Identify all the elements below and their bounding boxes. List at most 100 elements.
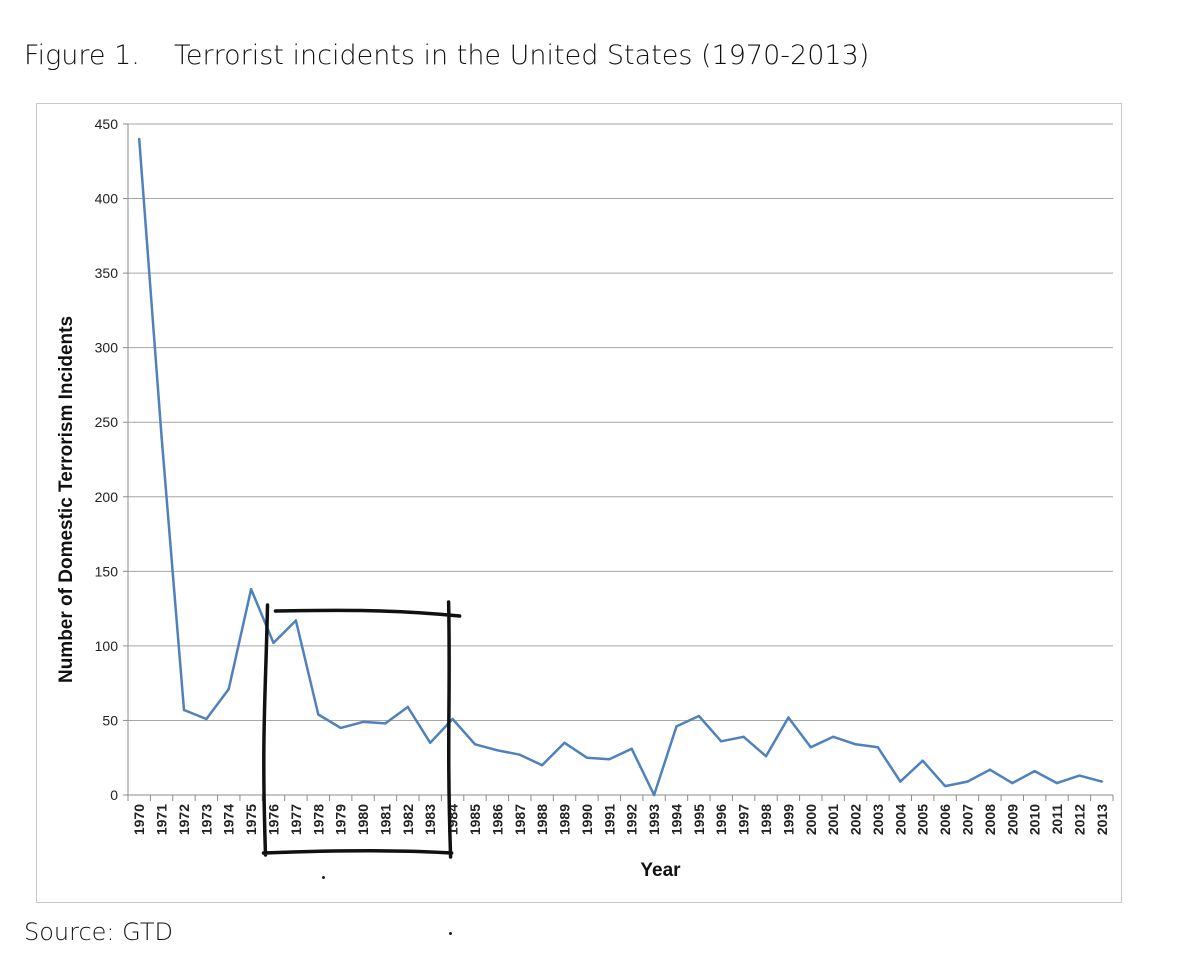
- data-point: [854, 743, 857, 746]
- x-tick-label: 2012: [1071, 804, 1087, 835]
- x-tick-label: 1983: [422, 804, 438, 835]
- data-point: [787, 716, 790, 719]
- x-tick-label: 1972: [176, 804, 192, 835]
- x-tick-label: 1985: [467, 804, 483, 835]
- x-tick-label: 1974: [221, 804, 237, 835]
- data-point: [384, 722, 387, 725]
- x-tick-label: 2009: [1004, 804, 1020, 835]
- data-point: [876, 746, 880, 749]
- data-point: [809, 746, 812, 749]
- x-tick-label: 1982: [400, 804, 416, 835]
- data-point: [227, 687, 230, 691]
- x-tick-label: 1977: [288, 804, 304, 835]
- data-point: [899, 780, 902, 783]
- x-tick-label: 2002: [848, 804, 864, 835]
- data-point: [294, 619, 298, 622]
- data-point: [585, 756, 589, 759]
- data-point: [451, 717, 454, 721]
- data-point: [137, 137, 141, 141]
- x-tick-label: 2010: [1027, 804, 1043, 835]
- data-point: [317, 713, 320, 716]
- figure-number: Figure 1.: [24, 40, 140, 71]
- x-tick-label: 2006: [937, 804, 953, 835]
- y-axis-title: Number of Domestic Terrorism Incidents: [56, 316, 77, 683]
- data-point: [429, 741, 432, 745]
- y-tick-label: 400: [95, 191, 119, 207]
- x-tick-label: 2000: [803, 804, 819, 835]
- line-chart: 0 50 100 150 200 250 300 350 400 450 1970 1971 1972 1…: [56, 116, 1114, 881]
- figure-title: Terrorist incidents in the United States…: [174, 40, 870, 71]
- data-point: [1011, 781, 1014, 785]
- data-point: [182, 708, 186, 712]
- data-point: [1100, 780, 1104, 783]
- x-tick-label: 2001: [825, 804, 841, 835]
- y-tick-label: 350: [95, 265, 119, 281]
- y-tick-label: 250: [95, 414, 119, 430]
- chart-frame: 0 50 100 150 200 250 300 350 400 450 1970 1971 1972 1…: [36, 103, 1122, 903]
- data-point: [496, 749, 499, 752]
- data-point: [205, 717, 208, 721]
- stray-dot: [322, 876, 325, 879]
- data-point: [563, 741, 566, 745]
- data-point: [831, 735, 835, 739]
- x-tick-label: 1979: [333, 804, 349, 835]
- data-point: [764, 755, 768, 758]
- x-tick-label: 1998: [758, 804, 774, 835]
- x-tick-label: 1997: [736, 804, 752, 835]
- x-tick-label: 1994: [668, 804, 684, 835]
- figure-heading: Figure 1. Terrorist incidents in the Unit…: [24, 40, 869, 71]
- data-point: [160, 435, 163, 439]
- y-tick-label: 0: [110, 787, 118, 803]
- y-tick-label: 100: [95, 638, 119, 654]
- x-tick-label: 2013: [1094, 804, 1110, 835]
- data-point: [921, 759, 924, 762]
- x-tick-label: 2008: [982, 804, 998, 835]
- x-tick-label: 1973: [198, 804, 214, 835]
- x-tick-label: 1980: [355, 804, 371, 835]
- x-tick-label: 2007: [959, 804, 975, 835]
- series-line-incidents: [137, 138, 1103, 797]
- data-point: [1078, 774, 1081, 777]
- data-point: [966, 780, 969, 783]
- data-point: [988, 768, 992, 771]
- data-point: [1033, 769, 1036, 773]
- x-axis-title: Year: [640, 860, 681, 881]
- data-point: [675, 725, 678, 728]
- data-point: [742, 735, 745, 739]
- y-tick-label: 200: [95, 489, 119, 505]
- x-tick-label: 1990: [579, 804, 595, 835]
- x-tick-label: 1984: [445, 804, 461, 835]
- x-tick-label: 1981: [377, 804, 393, 835]
- x-tick-label: 1989: [557, 804, 573, 835]
- data-point: [272, 641, 275, 645]
- x-tick-label: 1991: [601, 804, 617, 835]
- x-tick-label: 1975: [243, 804, 259, 835]
- data-point: [720, 740, 723, 743]
- x-tick-label: 1988: [534, 804, 550, 835]
- data-point: [943, 784, 947, 788]
- data-point: [540, 763, 544, 767]
- data-point: [630, 747, 633, 750]
- x-tick-label: 1970: [131, 804, 147, 835]
- x-tick-label: 1999: [780, 804, 796, 835]
- x-tick-label: 1993: [646, 804, 662, 835]
- x-tick-label: 1976: [266, 804, 282, 835]
- stray-dot: [449, 932, 452, 935]
- x-tick-label: 1971: [154, 804, 170, 835]
- data-point: [1055, 781, 1059, 785]
- data-point: [339, 726, 342, 730]
- y-tick-label: 300: [95, 340, 119, 356]
- x-tick-label: 2005: [915, 804, 931, 835]
- data-point: [361, 720, 365, 724]
- x-tick-label: 2011: [1049, 804, 1065, 835]
- data-point: [406, 705, 410, 709]
- source-note: Source: GTD: [24, 918, 174, 946]
- data-point: [697, 714, 701, 718]
- x-tick-label: 1987: [512, 804, 528, 835]
- x-tick-label: 1996: [713, 804, 729, 835]
- data-point: [518, 753, 521, 756]
- y-tick-label: 150: [95, 563, 119, 579]
- x-tick-label: 1992: [624, 804, 640, 835]
- x-tick-label: 2004: [892, 804, 908, 835]
- y-tick-label: 50: [102, 712, 118, 728]
